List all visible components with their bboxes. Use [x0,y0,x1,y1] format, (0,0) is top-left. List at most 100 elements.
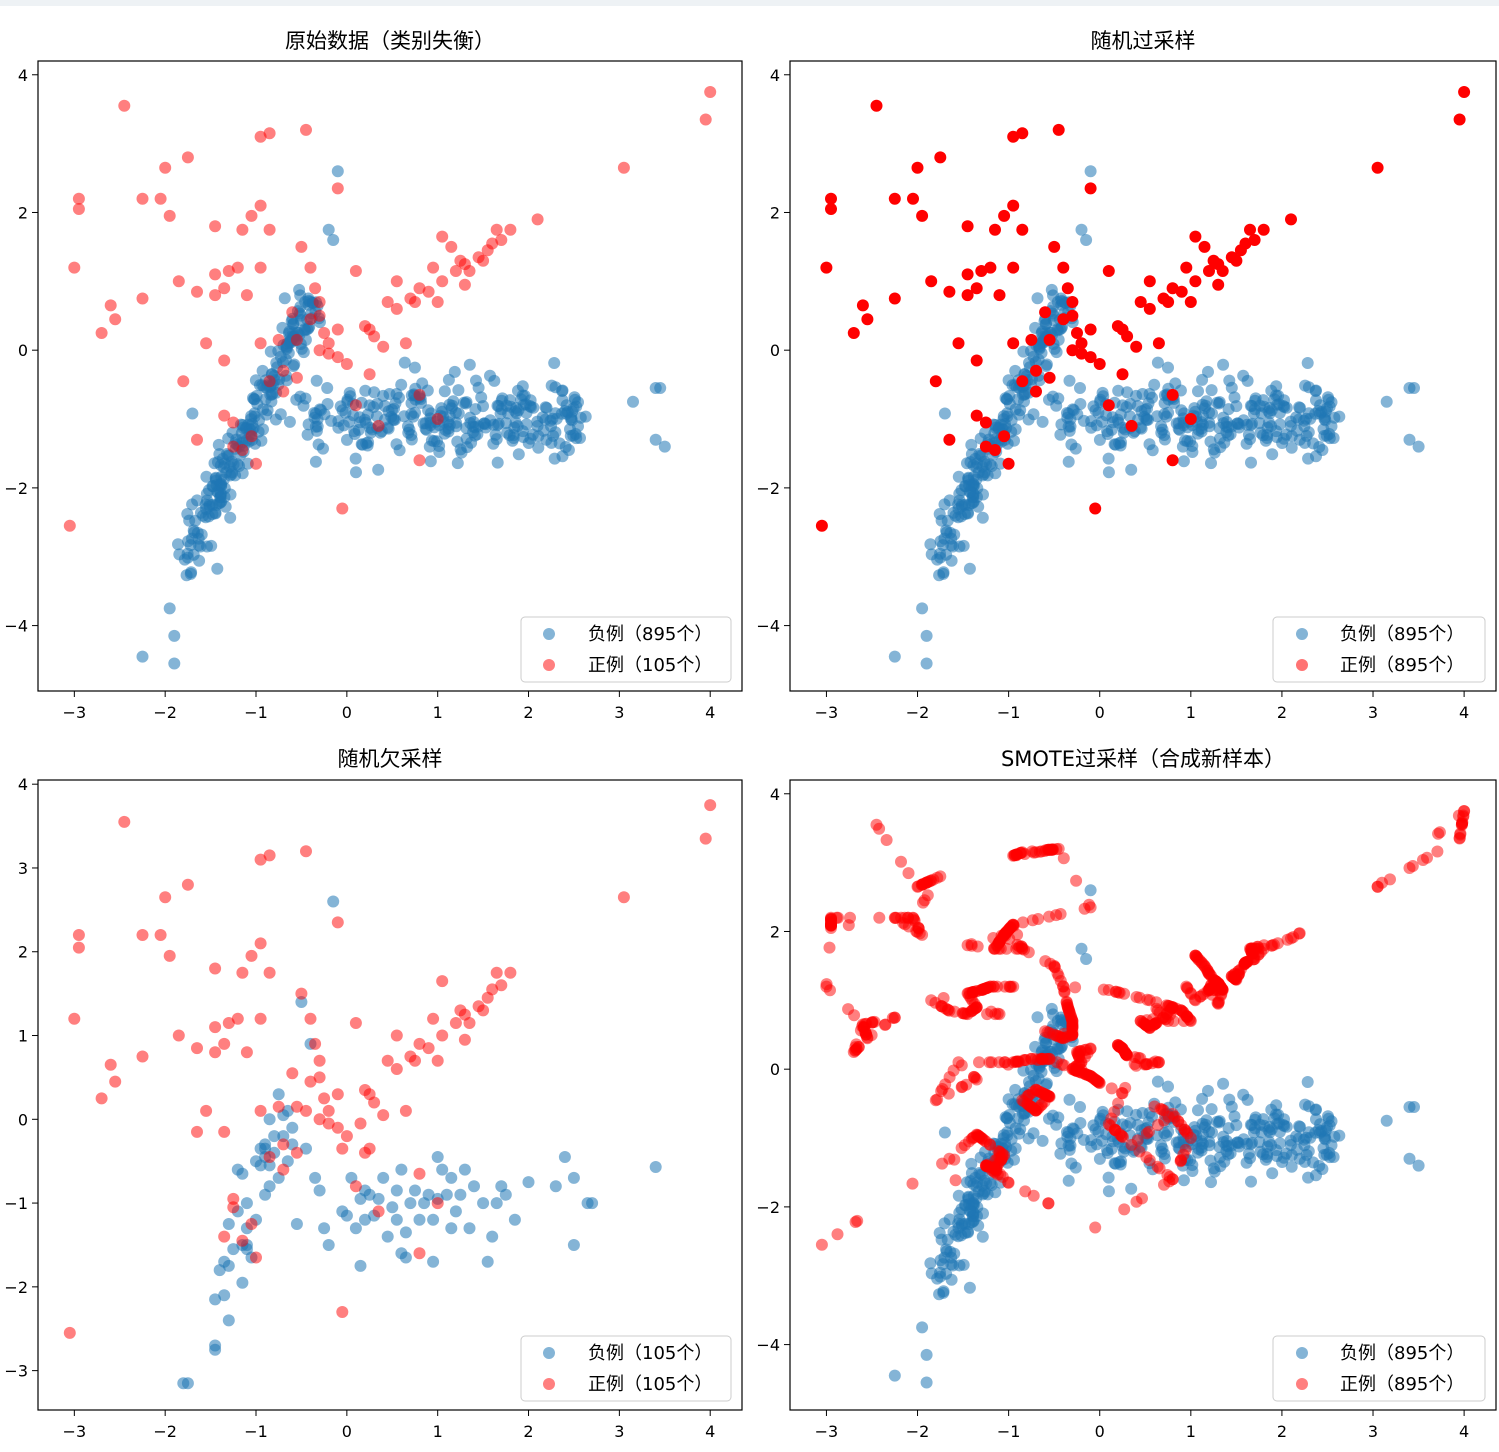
negative-point [1205,457,1217,470]
positive-point [979,416,992,429]
negative-point [1158,1127,1171,1140]
positive-point [531,213,544,226]
positive-point [218,282,231,295]
negative-point [965,1157,978,1170]
positive-point [1203,982,1216,995]
x-tick-label: 0 [342,1422,352,1441]
negative-point [1206,1126,1218,1139]
positive-point [300,845,312,858]
negative-point [1017,345,1030,358]
positive-point [490,223,503,236]
negative-point [1213,1151,1226,1164]
negative-point [477,1197,490,1210]
negative-point [484,369,496,382]
negative-point [1102,1185,1115,1198]
negative-point [214,496,227,509]
negative-points [177,895,662,1390]
negative-point [924,1257,937,1270]
legend-box [1272,616,1486,683]
positive-point [1281,933,1294,946]
negative-point [1213,432,1226,445]
negative-points [136,165,671,670]
negative-point [1205,1103,1218,1116]
legend-label-positive: 正例（895个） [1340,1374,1464,1395]
positive-point [436,975,449,988]
negative-point [172,538,184,551]
positive-point [952,337,965,350]
negative-point [1316,444,1329,456]
negative-point [486,1230,499,1243]
positive-point [218,1037,231,1050]
negative-point [1092,406,1105,419]
negative-point [1075,942,1088,955]
positive-point [309,1037,322,1050]
negative-point [1169,377,1182,390]
negative-point [233,460,246,472]
negative-point [302,418,315,431]
negative-point [283,415,296,428]
negative-point [979,426,992,439]
positive-point [1143,275,1156,288]
negative-point [1285,441,1298,454]
positive-point [1165,1001,1178,1013]
x-tick-label: −1 [244,1422,268,1441]
negative-point [490,1197,503,1210]
positive-point [1019,1054,1032,1066]
positive-point [830,911,843,924]
negative-point [548,357,561,369]
positive-point [254,199,267,212]
positive-point [349,1017,362,1029]
negative-point [1262,1135,1275,1148]
negative-point [1055,418,1068,431]
positive-point [354,1117,367,1130]
negative-point [433,446,446,458]
negative-point [422,1188,435,1201]
positive-point [304,1075,317,1088]
negative-point [372,463,385,476]
negative-point [264,345,277,358]
positive-point [925,275,938,288]
negative-point [520,418,533,431]
positive-point [992,1145,1005,1157]
negative-point [209,1293,222,1306]
positive-point [245,1218,258,1230]
negative-point [224,488,237,501]
negative-point [963,1281,976,1294]
positive-point [245,209,258,222]
negative-point [469,403,482,416]
positive-point [295,987,308,1000]
negative-point [349,1222,362,1235]
x-tick-label: −1 [997,703,1021,722]
negative-point [168,629,181,642]
positive-point [263,223,276,236]
negative-point [963,485,976,498]
negative-point [963,1204,976,1217]
negative-point [463,358,476,371]
positive-point [971,1129,984,1142]
positive-point [1075,337,1088,350]
positive-point [300,1104,312,1117]
negative-point [527,401,540,414]
negative-point [935,1233,948,1246]
positive-point [1216,265,1229,277]
positive-point [136,929,149,941]
negative-point [1290,411,1303,424]
negative-point [1062,455,1075,468]
positive-point [290,1100,303,1113]
y-tick-label: 2 [770,203,780,222]
positive-point [857,1021,870,1034]
negative-point [260,408,273,421]
negative-point [1080,953,1093,965]
x-axis-ticks: −3 −2 −1 0 1 2 3 4 [63,1410,715,1441]
positive-point [1174,1155,1187,1168]
positive-point [159,161,172,174]
positive-point [1458,86,1471,98]
positive-point [277,1163,290,1176]
positive-point [227,440,240,453]
negative-point [209,506,222,519]
y-tick-label: 0 [770,341,780,360]
positive-point [1431,845,1444,858]
positive-point [931,1093,944,1106]
y-tick-label: 3 [18,859,28,878]
positive-point [970,282,983,295]
